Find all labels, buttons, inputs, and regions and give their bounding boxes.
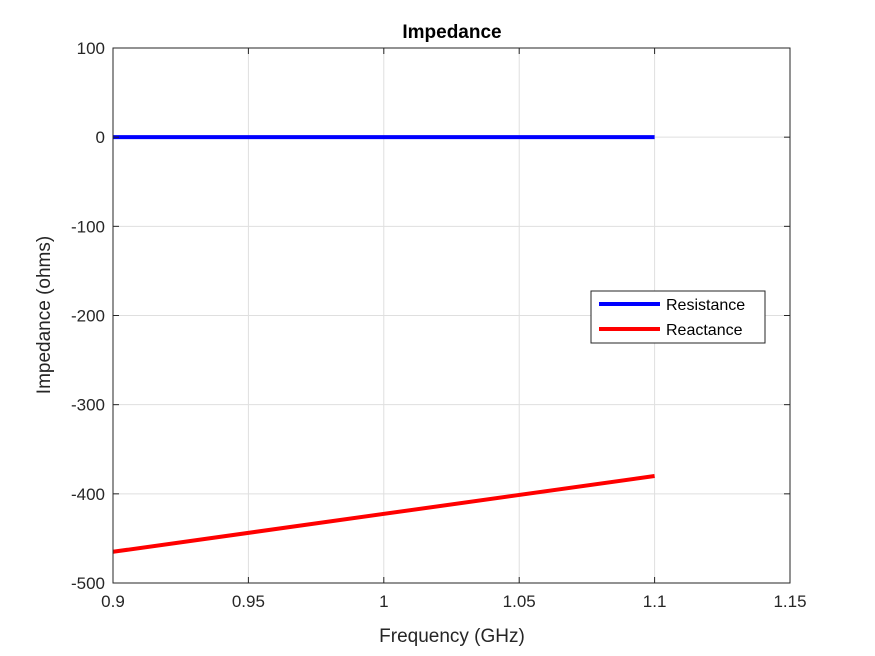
series-line-reactance	[112, 474, 655, 554]
y-tick-label: 0	[96, 128, 105, 147]
x-tick-label: 1	[379, 592, 388, 611]
series-lines	[112, 135, 655, 554]
y-tick-label: -100	[71, 217, 105, 236]
y-tick-label: -500	[71, 574, 105, 593]
x-tick-labels: 0.9 0.95 1 1.05 1.1 1.15	[101, 592, 806, 611]
x-tick-label: 0.9	[101, 592, 125, 611]
y-axis-label: Impedance (ohms)	[34, 236, 55, 394]
y-tick-label: 100	[77, 39, 105, 58]
x-tick-label: 1.05	[503, 592, 536, 611]
legend-label-reactance: Reactance	[666, 322, 743, 339]
legend-box	[590, 290, 766, 344]
axis-ticks	[112, 47, 791, 584]
legend: Resistance Reactance	[590, 290, 766, 344]
legend-label-resistance: Resistance	[666, 297, 745, 314]
y-tick-label: -400	[71, 485, 105, 504]
y-tick-labels: -500 -400 -300 -200 -100 0 100	[71, 39, 105, 593]
y-tick-label: -300	[71, 396, 105, 415]
y-tick-label: -200	[71, 307, 105, 326]
x-tick-label: 1.1	[643, 592, 667, 611]
x-tick-label: 1.15	[773, 592, 806, 611]
chart-title: Impedance	[402, 22, 501, 43]
x-tick-label: 0.95	[232, 592, 265, 611]
x-axis-label: Frequency (GHz)	[379, 626, 525, 647]
